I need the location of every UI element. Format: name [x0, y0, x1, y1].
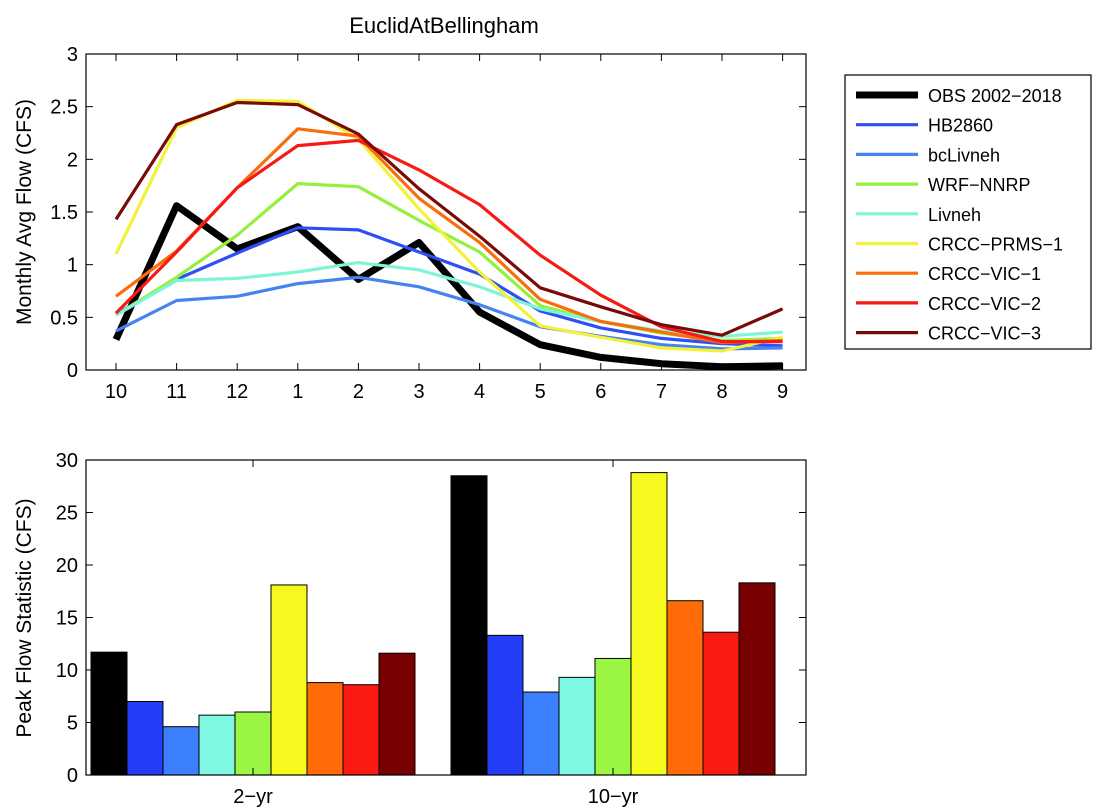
legend-label-7: CRCC−VIC−1	[928, 264, 1041, 284]
y-tick-label: 3	[67, 44, 78, 66]
y-axis-label: Peak Flow Statistic (CFS)	[13, 498, 36, 737]
y-tick-label: 10	[56, 660, 78, 682]
x-tick-label: 1	[292, 381, 303, 403]
x-tick-label: 5	[535, 381, 546, 403]
y-tick-label: 1.5	[50, 202, 78, 224]
bar-10yr-series-1	[450, 475, 488, 776]
plot-frame	[85, 53, 807, 371]
bar-2yr-series-3	[162, 726, 200, 776]
y-tick-label: 25	[56, 503, 78, 525]
peak-flow-chart: Peak Flow Statistic (CFS) 2−yr 10−yr 0 5 10 1…	[13, 450, 807, 808]
x-tick-label: 2−yr	[233, 786, 273, 808]
legend-label-8: CRCC−VIC−2	[928, 294, 1041, 314]
y-tick-label: 5	[67, 713, 78, 735]
bar-2yr-series-8	[342, 684, 380, 776]
x-tick-label: 12	[226, 381, 248, 403]
y-tick-label: 2	[67, 149, 78, 171]
x-tick-label: 10	[105, 381, 127, 403]
series-line-8	[114, 138, 783, 344]
series-line-3	[115, 275, 783, 351]
series-line-5	[115, 261, 783, 338]
bar-2yr-series-9	[378, 652, 416, 776]
bar-series-group	[90, 472, 776, 776]
y-tick-label: 1	[67, 255, 78, 277]
bar-10yr-series-7	[666, 600, 704, 776]
bar-10yr-series-2	[486, 634, 524, 776]
bar-2yr-series-4	[198, 714, 236, 776]
x-tick-label: 4	[474, 381, 485, 403]
x-tick-label: 9	[777, 381, 788, 403]
x-tick-label: 2	[353, 381, 364, 403]
legend-label-9: CRCC−VIC−3	[928, 324, 1041, 344]
y-tick-label: 0	[67, 360, 78, 382]
legend-label-1: OBS 2002−2018	[928, 86, 1062, 106]
bar-10yr-series-4	[558, 676, 596, 776]
bar-2yr-series-2	[126, 701, 164, 776]
bar-2yr-series-7	[306, 682, 344, 776]
legend-label-2: HB2860	[928, 116, 993, 136]
series-line-9	[114, 100, 784, 337]
y-tick-label: 0	[67, 765, 78, 787]
x-tick-label: 7	[656, 381, 667, 403]
y-tick-label: 2.5	[50, 97, 78, 119]
legend-label-3: bcLivneh	[928, 145, 1000, 165]
x-tick-label: 10−yr	[588, 786, 639, 808]
bar-2yr-series-1	[90, 651, 128, 776]
y-tick-label: 30	[56, 450, 78, 472]
line-series-group	[112, 98, 784, 371]
legend-label-4: WRF−NNRP	[928, 175, 1031, 195]
x-tick-label: 6	[595, 381, 606, 403]
y-tick-label: 20	[56, 555, 78, 577]
bar-2yr-series-5	[234, 711, 272, 776]
x-tick-label: 3	[413, 381, 424, 403]
x-tick-label: 8	[716, 381, 727, 403]
monthly-flow-chart: EuclidAtBellingham Monthly Avg Flow (CFS…	[13, 13, 807, 403]
legend-label-6: CRCC−PRMS−1	[928, 235, 1063, 255]
y-tick-label: 15	[56, 608, 78, 630]
bar-10yr-series-8	[702, 631, 740, 776]
bar-2yr-series-6	[270, 584, 308, 776]
y-axis-label: Monthly Avg Flow (CFS)	[13, 99, 36, 325]
series-line-6	[114, 98, 783, 353]
y-tick-label: 0.5	[50, 307, 78, 329]
series-line-1	[112, 202, 783, 371]
x-tick-label: 11	[166, 381, 187, 403]
bar-10yr-series-9	[738, 582, 776, 776]
bar-10yr-series-6	[630, 472, 668, 776]
bar-10yr-series-5	[594, 657, 632, 776]
legend: OBS 2002−2018 HB2860 bcLivneh WRF−NNRP Livne…	[844, 74, 1092, 350]
bar-10yr-series-3	[522, 691, 560, 776]
legend-label-5: Livneh	[928, 205, 981, 225]
chart-title: EuclidAtBellingham	[349, 13, 539, 38]
series-line-2	[115, 226, 783, 348]
